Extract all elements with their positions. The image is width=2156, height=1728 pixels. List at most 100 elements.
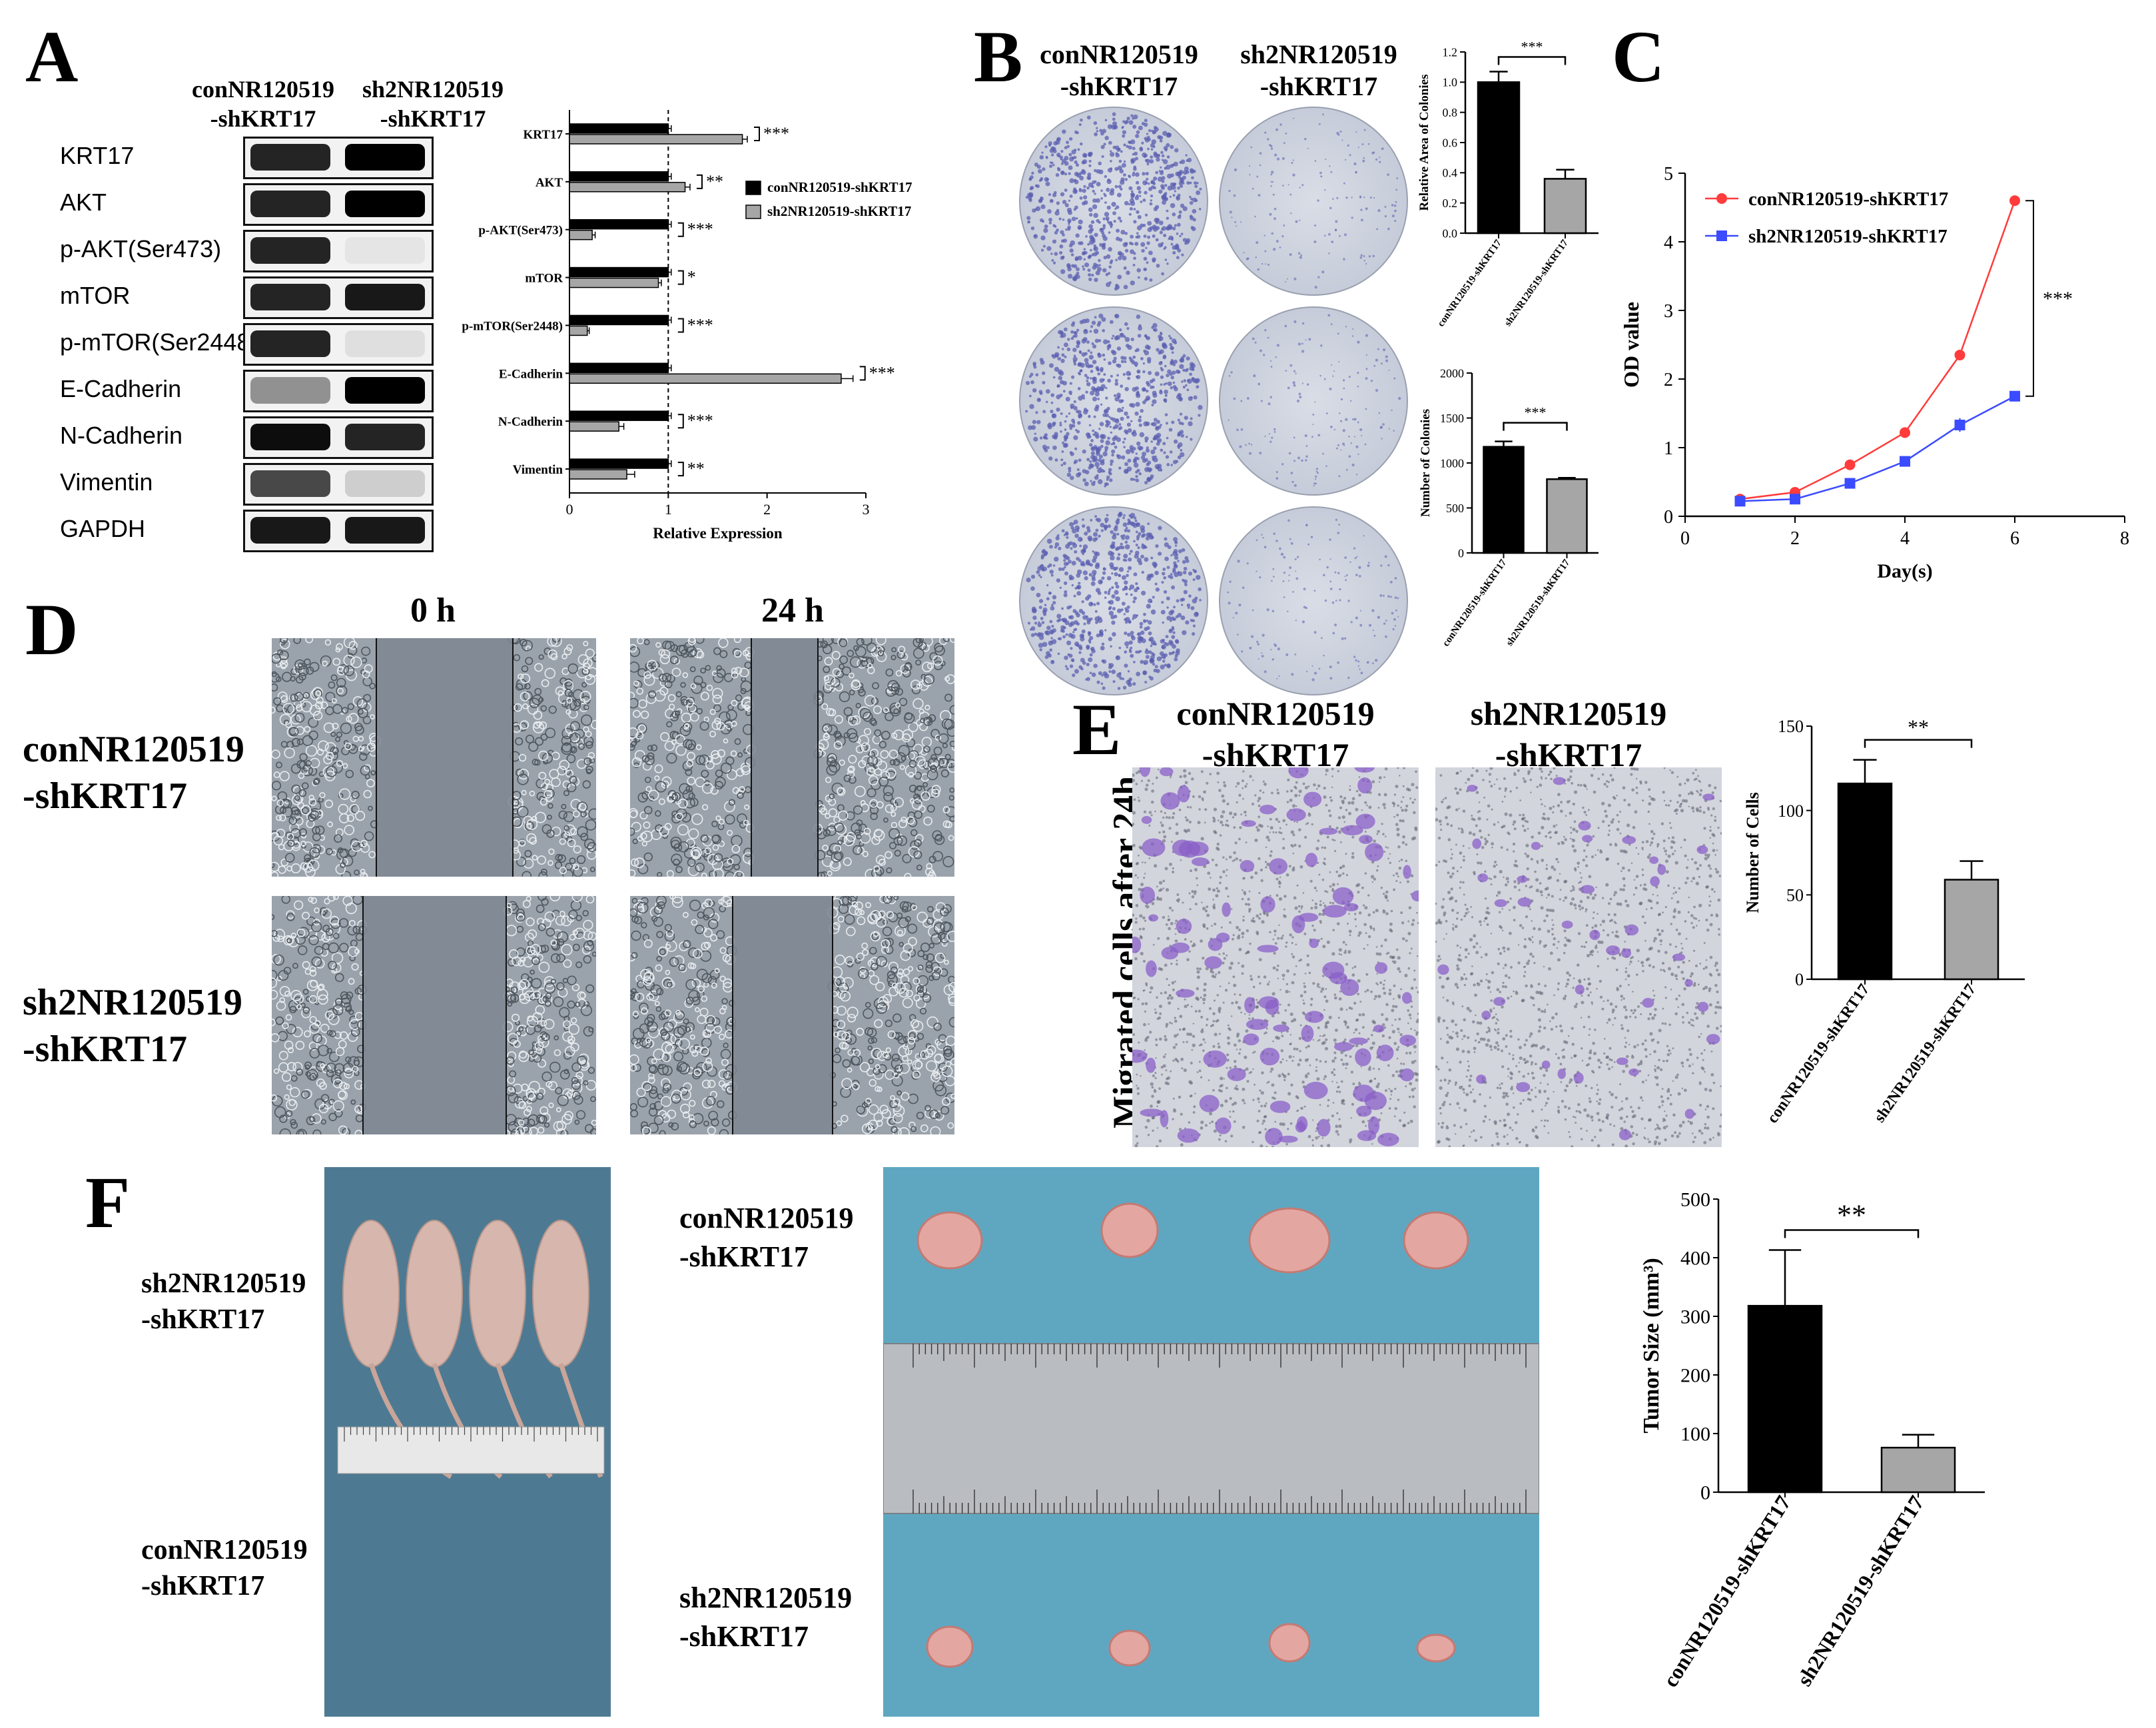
cell	[518, 1051, 530, 1063]
colony	[1100, 632, 1104, 636]
cell	[665, 708, 675, 719]
colony	[1068, 220, 1071, 224]
colony	[1118, 512, 1122, 515]
colony	[1249, 452, 1252, 455]
colony	[1132, 600, 1136, 604]
cell	[649, 1102, 657, 1110]
cell	[908, 1093, 918, 1104]
cell	[945, 821, 952, 829]
colony	[1367, 143, 1370, 145]
colony	[1096, 323, 1101, 327]
colony	[1065, 633, 1068, 636]
colony	[1342, 442, 1345, 446]
colony	[1157, 435, 1160, 438]
colony	[1140, 630, 1145, 635]
colony	[1191, 368, 1195, 372]
colony	[1092, 180, 1096, 185]
colony	[1177, 186, 1180, 190]
colony	[1178, 433, 1181, 436]
cell	[561, 653, 567, 659]
cell	[308, 995, 318, 1004]
colony	[1357, 665, 1359, 667]
colony	[1301, 184, 1304, 187]
cell	[711, 820, 718, 827]
cell	[298, 772, 305, 779]
colony	[1062, 129, 1066, 134]
colony	[1089, 653, 1093, 657]
cell	[873, 705, 882, 715]
cell	[885, 851, 893, 859]
colony	[1234, 220, 1237, 223]
colony	[1078, 123, 1082, 127]
colony	[1061, 348, 1064, 350]
cell	[585, 730, 592, 737]
colony	[1187, 379, 1190, 382]
colony	[1093, 663, 1098, 668]
colony	[1109, 150, 1112, 153]
colony	[1361, 434, 1363, 436]
cell	[641, 1080, 652, 1091]
cell	[319, 907, 328, 915]
colony	[1315, 470, 1318, 473]
cell	[734, 667, 743, 675]
colony	[1057, 652, 1060, 655]
colony	[1069, 137, 1073, 141]
cell	[639, 1023, 650, 1034]
colony	[1308, 338, 1311, 341]
colony	[1178, 171, 1182, 176]
cell	[701, 782, 713, 794]
cell	[555, 686, 565, 696]
colony	[1073, 520, 1078, 525]
cell	[555, 1086, 563, 1094]
band-right	[345, 330, 425, 357]
colony	[1128, 186, 1133, 191]
blot-label: p-mTOR(Ser2448)	[60, 328, 258, 356]
colony	[1091, 274, 1094, 277]
colony	[1194, 612, 1199, 616]
colony	[1391, 409, 1393, 412]
colony	[1114, 314, 1118, 318]
cell	[571, 896, 583, 902]
colony	[1093, 415, 1096, 418]
colony	[1102, 567, 1106, 570]
colony	[1097, 372, 1101, 376]
colony	[1158, 220, 1164, 226]
cell	[854, 785, 866, 797]
colony	[1030, 574, 1036, 579]
colony	[1299, 256, 1303, 259]
colony	[1188, 594, 1192, 598]
colony	[1039, 436, 1043, 440]
colony	[1041, 567, 1044, 570]
colony	[1271, 181, 1274, 183]
colony	[1275, 240, 1279, 243]
cell	[735, 694, 743, 701]
y-tick-label: 500	[1446, 502, 1464, 515]
colony	[1027, 622, 1031, 625]
colony	[1034, 432, 1036, 435]
colony	[1375, 659, 1378, 662]
colony	[1079, 544, 1082, 548]
cell	[284, 991, 291, 997]
cell	[340, 858, 348, 866]
colony	[1089, 330, 1092, 333]
cell	[723, 738, 729, 744]
cell	[847, 1067, 853, 1073]
cell	[342, 1128, 351, 1134]
cell	[833, 741, 843, 750]
cell	[823, 665, 831, 673]
colony	[1161, 176, 1166, 181]
cell	[648, 990, 659, 1001]
colony	[1313, 631, 1317, 634]
colony	[1115, 566, 1119, 570]
cell	[278, 1051, 288, 1061]
cell	[524, 1108, 532, 1116]
cell	[544, 983, 556, 994]
colony	[1064, 566, 1066, 569]
colony	[1060, 158, 1063, 161]
cell	[701, 1037, 712, 1049]
cell	[902, 968, 910, 976]
colony	[1047, 424, 1052, 430]
colony	[1270, 185, 1272, 187]
cell	[898, 1045, 910, 1057]
colony	[1377, 348, 1379, 350]
